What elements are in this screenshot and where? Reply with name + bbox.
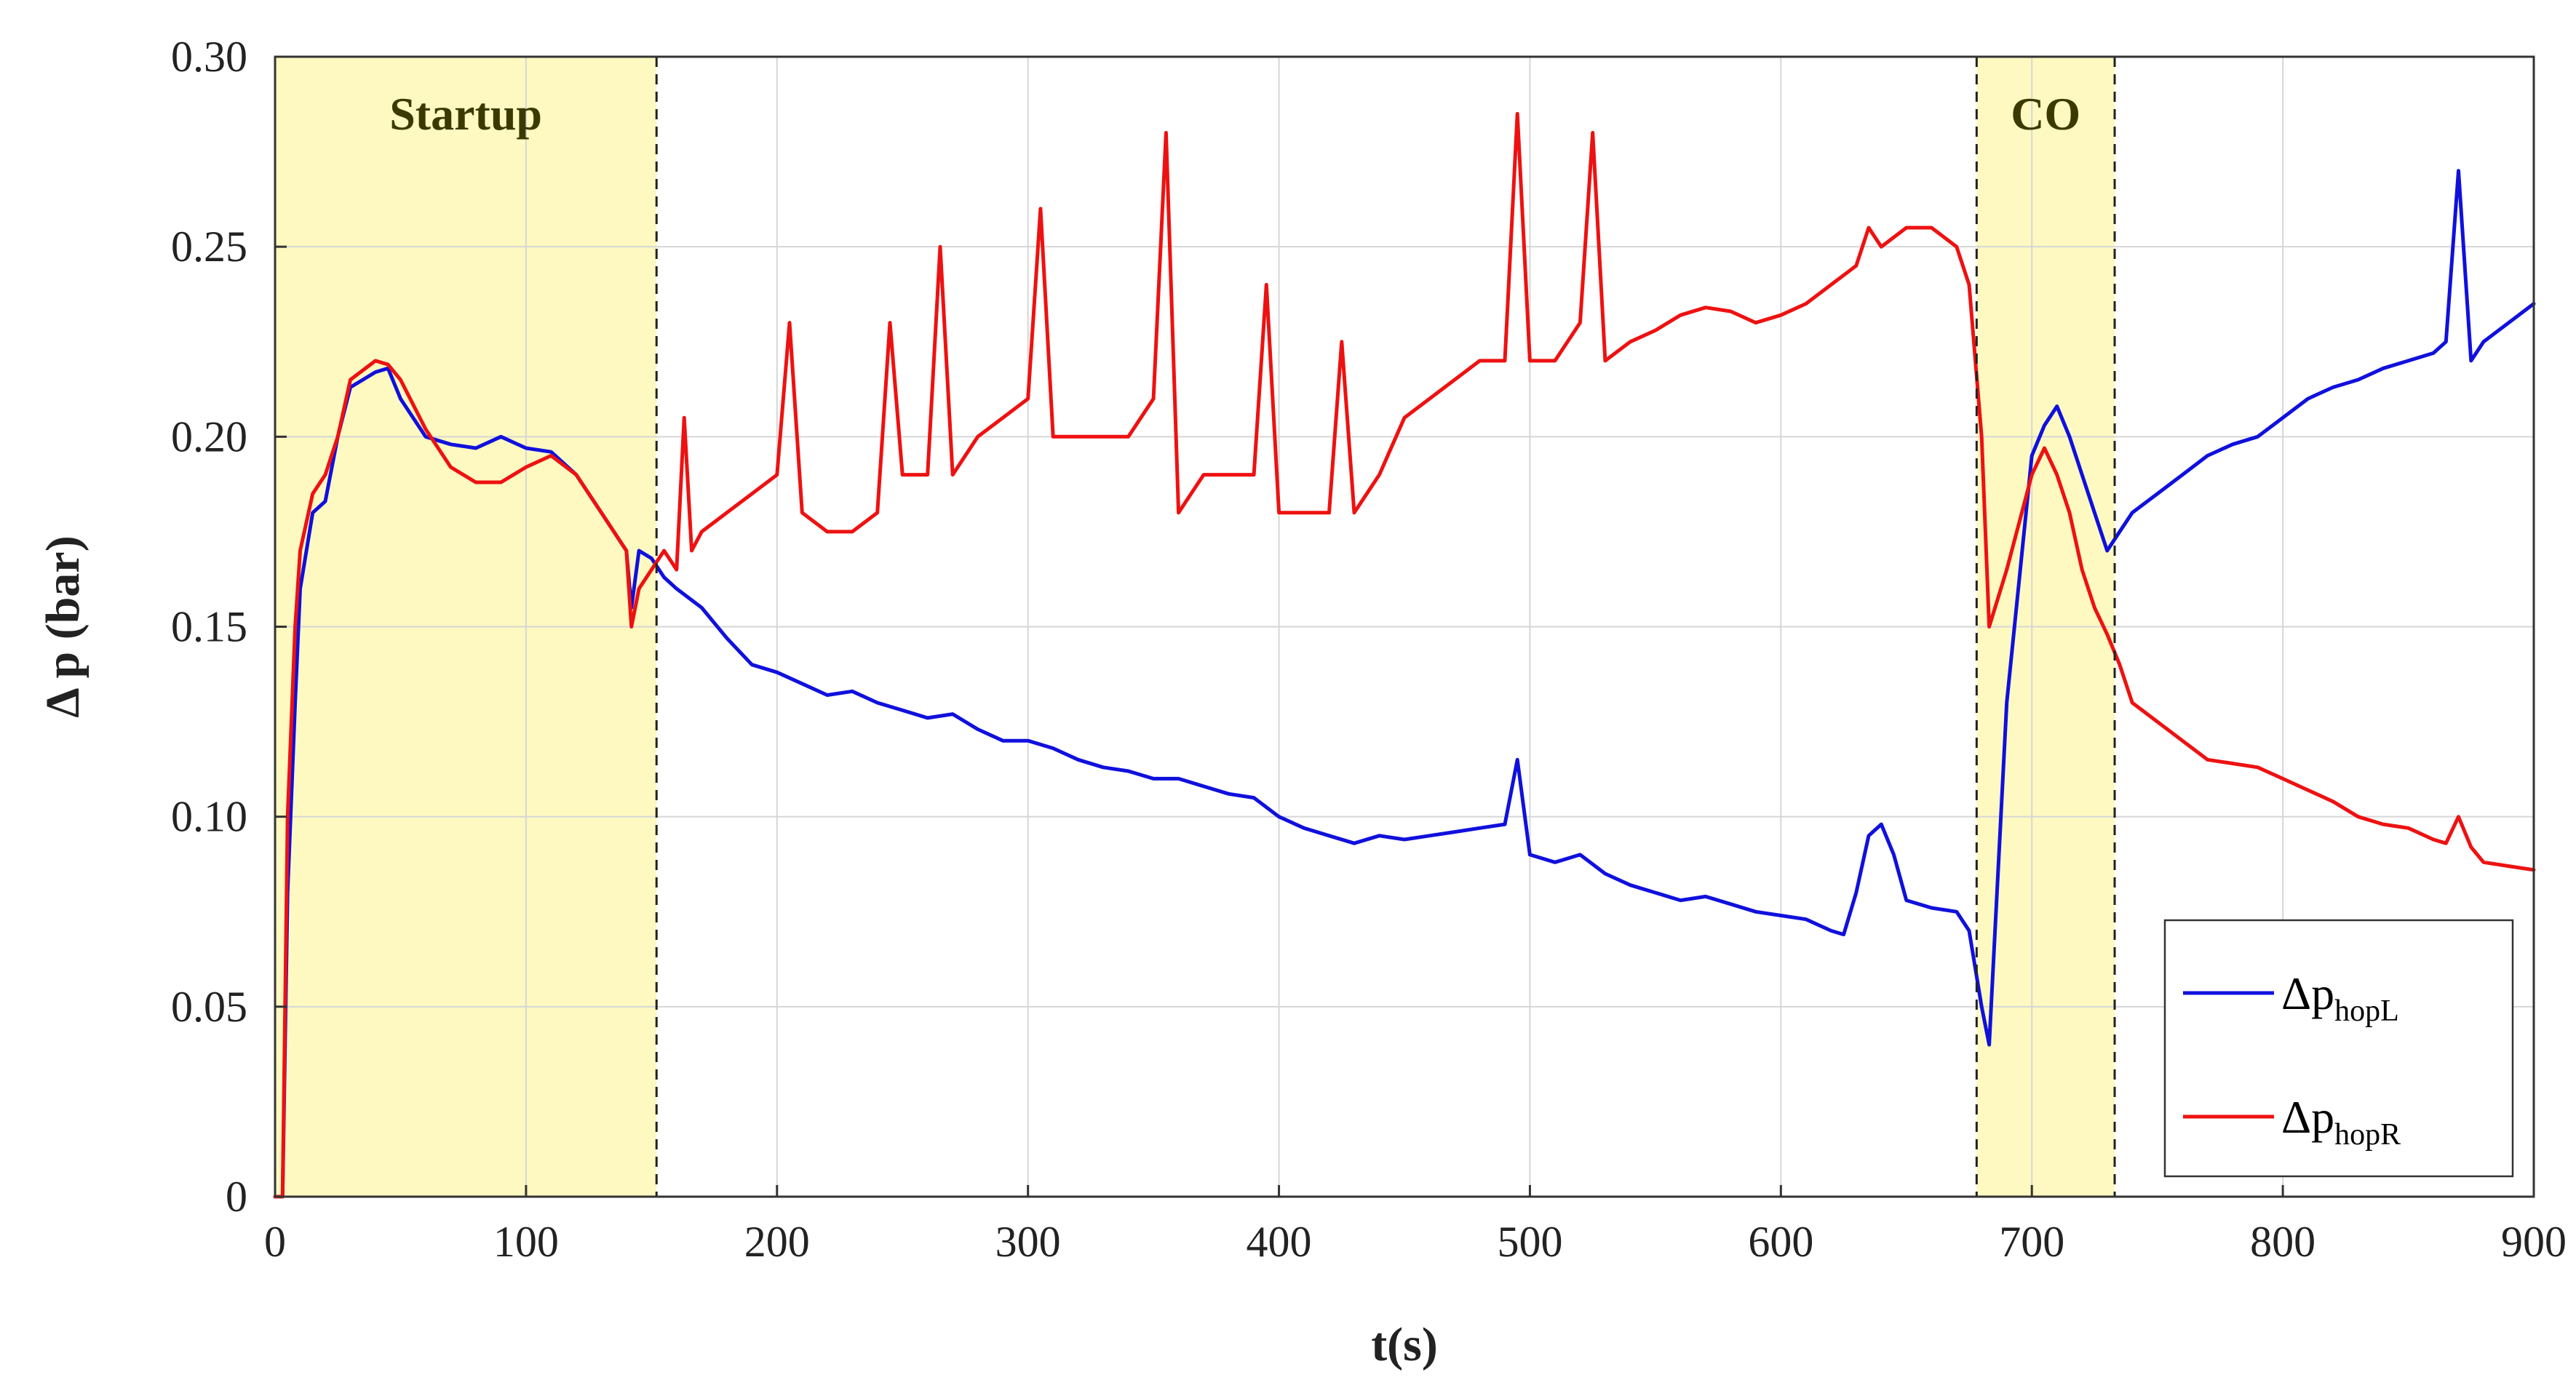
x-tick-label: 800 (2250, 1218, 2315, 1266)
y-tick-label: 0.05 (171, 983, 247, 1031)
x-tick-label: 600 (1748, 1218, 1813, 1266)
legend-subscript: hopL (2334, 994, 2399, 1028)
legend-symbol: Δp (2281, 968, 2334, 1019)
y-tick-label: 0 (226, 1173, 247, 1221)
legend-box (2163, 919, 2514, 1178)
region-boundaries: Startup CO (389, 57, 2116, 1197)
x-tick-label: 700 (1999, 1218, 2064, 1266)
x-axis-ticks: 0 100 200 300 400 500 600 700 800 900 (264, 1185, 2567, 1266)
x-tick-label: 500 (1497, 1218, 1562, 1266)
y-tick-label: 0.15 (171, 603, 247, 651)
y-tick-label: 0.30 (171, 33, 247, 81)
series-line-hopR (273, 111, 2536, 1199)
y-axis-title: Δ p (bar) (36, 535, 90, 717)
x-tick-label: 400 (1247, 1218, 1312, 1266)
region-label: Startup (389, 88, 542, 140)
x-tick-label: 200 (744, 1218, 810, 1266)
x-tick-label: 300 (995, 1218, 1061, 1266)
legend-label: ΔphopL (2281, 968, 2399, 1028)
x-tick-label: 0 (264, 1218, 286, 1266)
x-axis-title: t(s) (1371, 1318, 1438, 1371)
x-tick-label: 100 (493, 1218, 559, 1266)
y-tick-label: 0.20 (171, 412, 247, 460)
x-tick-label: 900 (2501, 1218, 2567, 1266)
grid-lines (274, 56, 2535, 1197)
region-label: CO (2011, 88, 2080, 140)
y-tick-label: 0.10 (171, 793, 247, 841)
legend-label: ΔphopR (2281, 1091, 2401, 1152)
y-axis-ticks: 0 0.05 0.10 0.15 0.20 0.25 0.30 (171, 33, 287, 1221)
legend-symbol: Δp (2281, 1091, 2334, 1143)
data-series (273, 111, 2536, 1199)
legend-subscript: hopR (2334, 1118, 2401, 1152)
y-tick-label: 0.25 (171, 223, 247, 271)
